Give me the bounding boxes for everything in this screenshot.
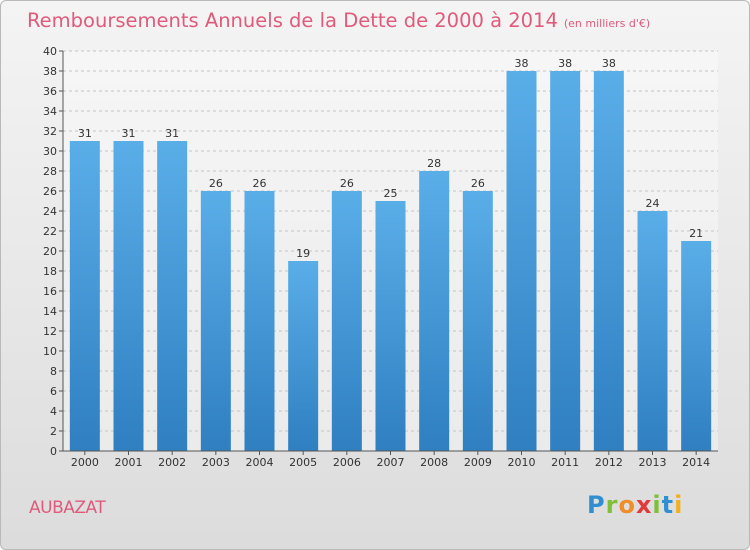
y-tick-label: 4 [50, 405, 57, 418]
bar [637, 211, 668, 451]
y-tick-label: 32 [43, 125, 57, 138]
y-tick-label: 2 [50, 425, 57, 438]
x-tick-label: 2003 [202, 456, 230, 469]
bar [506, 71, 537, 451]
y-tick-label: 20 [43, 245, 57, 258]
unit-label: (en milliers d'€) [563, 17, 651, 30]
proxiti-logo: Proxiti [587, 491, 683, 519]
bar [419, 171, 450, 451]
bar [244, 191, 275, 451]
x-tick-label: 2000 [71, 456, 99, 469]
data-label: 28 [427, 157, 441, 170]
bar [593, 71, 624, 451]
x-tick-label: 2010 [508, 456, 536, 469]
data-label: 19 [296, 247, 310, 260]
bar [550, 71, 581, 451]
x-tick-label: 2012 [595, 456, 623, 469]
x-tick-label: 2008 [420, 456, 448, 469]
bar [331, 191, 362, 451]
logo-letter: P [587, 491, 606, 519]
y-tick-label: 34 [43, 105, 57, 118]
y-tick-label: 18 [43, 265, 57, 278]
y-tick-label: 26 [43, 185, 57, 198]
y-tick-label: 38 [43, 65, 57, 78]
chart-title: Remboursements Annuels de la Dette de 20… [27, 9, 650, 32]
data-label: 24 [646, 197, 660, 210]
data-label: 26 [471, 177, 485, 190]
bar [462, 191, 493, 451]
bar [113, 141, 144, 451]
x-tick-label: 2014 [682, 456, 710, 469]
data-label: 26 [209, 177, 223, 190]
x-tick-label: 2001 [115, 456, 143, 469]
x-tick-label: 2004 [246, 456, 274, 469]
logo-letter: t [661, 491, 675, 519]
bars: 31 31 31 26 26 19 26 25 28 26 38 38 38 24 21 [69, 57, 712, 451]
title-text: Remboursements Annuels de la Dette de 20… [27, 9, 558, 32]
data-label: 26 [253, 177, 267, 190]
logo-letter: i [674, 491, 684, 519]
logo-letter: o [618, 491, 636, 519]
data-label: 38 [515, 57, 529, 70]
y-tick-label: 40 [43, 45, 57, 58]
bar [681, 241, 712, 451]
x-tick-label: 2002 [158, 456, 186, 469]
data-label: 31 [78, 127, 92, 140]
bar [375, 201, 406, 451]
y-tick-label: 28 [43, 165, 57, 178]
y-tick-label: 22 [43, 225, 57, 238]
x-axis: 2000 2001 2002 2003 2004 2005 2006 2007 2008 2009… [63, 450, 718, 469]
x-tick-label: 2011 [551, 456, 579, 469]
y-tick-label: 36 [43, 85, 57, 98]
bar [288, 261, 319, 451]
data-label: 38 [558, 57, 572, 70]
y-tick-label: 14 [43, 305, 57, 318]
y-tick-label: 16 [43, 285, 57, 298]
data-label: 21 [689, 227, 703, 240]
y-tick-label: 6 [50, 385, 57, 398]
data-label: 31 [122, 127, 136, 140]
data-label: 26 [340, 177, 354, 190]
y-tick-label: 0 [50, 445, 57, 458]
x-tick-label: 2009 [464, 456, 492, 469]
y-tick-label: 10 [43, 345, 57, 358]
data-label: 38 [602, 57, 616, 70]
bar [157, 141, 188, 451]
x-tick-label: 2013 [639, 456, 667, 469]
bar [200, 191, 231, 451]
y-tick-label: 30 [43, 145, 57, 158]
commune-name: AUBAZAT [29, 498, 106, 518]
y-tick-label: 12 [43, 325, 57, 338]
data-label: 25 [384, 187, 398, 200]
x-tick-label: 2005 [289, 456, 317, 469]
data-label: 31 [165, 127, 179, 140]
logo-letter: x [635, 491, 653, 519]
y-tick-label: 24 [43, 205, 57, 218]
x-tick-label: 2006 [333, 456, 361, 469]
logo-letter: r [605, 491, 619, 519]
bar [69, 141, 100, 451]
x-tick-label: 2007 [377, 456, 405, 469]
y-tick-label: 8 [50, 365, 57, 378]
logo-letter: i [652, 491, 662, 519]
